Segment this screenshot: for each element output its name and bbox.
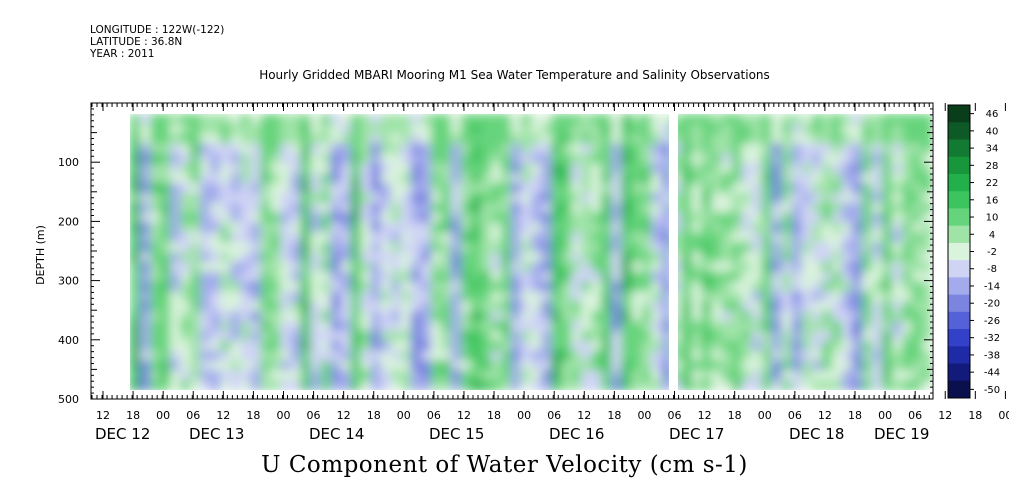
colorbar-label: 46 xyxy=(986,109,999,120)
x-day-label: DEC 18 xyxy=(789,425,844,443)
heatmap-field xyxy=(130,114,932,390)
x-tick-label: 06 xyxy=(908,409,922,422)
colorbar-label: 4 xyxy=(989,230,995,241)
colorbar-swatch xyxy=(948,139,970,158)
x-day-label: DEC 13 xyxy=(189,425,244,443)
x-day-label: DEC 12 xyxy=(95,425,150,443)
colorbar-label: 28 xyxy=(986,161,999,172)
y-axis-label: DEPTH (m) xyxy=(34,225,47,285)
y-tick-label: 300 xyxy=(58,275,79,288)
x-tick-label: 06 xyxy=(668,409,682,422)
x-tick-label: 18 xyxy=(728,409,742,422)
x-tick-label: 18 xyxy=(367,409,381,422)
x-tick-label: 12 xyxy=(698,409,712,422)
x-tick-label: 00 xyxy=(276,409,290,422)
colorbar: 46 40 34 28 22 16 10 4 -2 -8 -14 -20 -26 -32 -38 -44 -50 xyxy=(947,104,1000,399)
colorbar-swatch xyxy=(948,173,970,192)
colorbar-label: -50 xyxy=(984,385,1000,396)
x-axis: 12 18 00 06 12 18 00 06 12 18 00 06 12 18 00 06 12 18 00 06… xyxy=(91,103,1009,443)
longitude-label: LONGITUDE : 122W(-122) xyxy=(90,24,225,36)
variable-title: U Component of Water Velocity (cm s-1) xyxy=(261,452,748,478)
x-tick-label: 18 xyxy=(126,409,140,422)
x-tick-label: 12 xyxy=(577,409,591,422)
colorbar-label: 22 xyxy=(986,178,999,189)
colorbar-swatch xyxy=(948,191,970,209)
colorbar-label: -14 xyxy=(984,281,1000,292)
colorbar-swatch xyxy=(948,208,970,227)
x-tick-label: 00 xyxy=(156,409,170,422)
colorbar-label: 40 xyxy=(986,126,999,137)
x-tick-label: 06 xyxy=(788,409,802,422)
x-day-label: DEC 17 xyxy=(669,425,724,443)
colorbar-label: -44 xyxy=(984,368,1000,379)
colorbar-swatch xyxy=(948,294,970,313)
colorbar-swatch xyxy=(948,156,970,175)
colorbar-label: -32 xyxy=(984,333,1000,344)
colorbar-label: -8 xyxy=(987,264,997,275)
colorbar-swatch xyxy=(948,363,970,382)
x-tick-label: 18 xyxy=(607,409,621,422)
colorbar-swatch xyxy=(948,225,970,244)
colorbar-swatch xyxy=(948,242,970,261)
x-tick-label: 12 xyxy=(938,409,952,422)
x-tick-label: 18 xyxy=(968,409,982,422)
colorbar-label: 10 xyxy=(986,213,999,224)
colorbar-swatch xyxy=(948,122,970,140)
colorbar-swatch xyxy=(948,311,970,330)
colorbar-swatch xyxy=(948,277,970,296)
colorbar-swatch xyxy=(948,346,970,365)
colorbar-swatch xyxy=(948,105,970,123)
x-tick-label: 00 xyxy=(397,409,411,422)
colorbar-label: 34 xyxy=(986,144,999,155)
y-tick-label: 200 xyxy=(58,215,79,228)
x-tick-label: 00 xyxy=(758,409,772,422)
latitude-label: LATITUDE : 36.8N xyxy=(90,36,183,48)
chart-title: Hourly Gridded MBARI Mooring M1 Sea Wate… xyxy=(259,68,770,82)
y-axis: 100 200 300 400 500 xyxy=(58,108,933,406)
x-tick-label: 06 xyxy=(307,409,321,422)
x-tick-label: 18 xyxy=(848,409,862,422)
x-day-label: DEC 19 xyxy=(874,425,929,443)
y-tick-label: 500 xyxy=(58,393,79,406)
x-day-label: DEC 14 xyxy=(309,425,364,443)
y-tick-label: 400 xyxy=(58,334,79,347)
x-tick-label: 00 xyxy=(637,409,651,422)
colorbar-label: -2 xyxy=(987,247,997,258)
x-tick-label: 18 xyxy=(487,409,501,422)
x-tick-label: 12 xyxy=(818,409,832,422)
x-tick-label: 12 xyxy=(96,409,110,422)
x-tick-label: 12 xyxy=(337,409,351,422)
colorbar-label: -38 xyxy=(984,350,1000,361)
colorbar-swatch xyxy=(948,260,970,278)
x-tick-label: 06 xyxy=(427,409,441,422)
y-tick-label: 100 xyxy=(58,156,79,169)
colorbar-swatch xyxy=(948,329,970,347)
x-tick-label: 00 xyxy=(998,409,1009,422)
data-gap xyxy=(669,113,678,391)
x-day-label: DEC 15 xyxy=(429,425,484,443)
x-day-label: DEC 16 xyxy=(549,425,604,443)
x-tick-label: 06 xyxy=(186,409,200,422)
colorbar-label: -20 xyxy=(984,299,1000,310)
x-tick-label: 12 xyxy=(216,409,230,422)
x-tick-label: 00 xyxy=(517,409,531,422)
colorbar-label: -26 xyxy=(984,316,1000,327)
x-tick-label: 00 xyxy=(878,409,892,422)
x-tick-label: 12 xyxy=(457,409,471,422)
colorbar-label: 16 xyxy=(986,195,999,206)
x-tick-label: 06 xyxy=(547,409,561,422)
x-tick-label: 18 xyxy=(246,409,260,422)
year-label: YEAR : 2011 xyxy=(90,48,155,60)
colorbar-swatch xyxy=(948,380,970,399)
